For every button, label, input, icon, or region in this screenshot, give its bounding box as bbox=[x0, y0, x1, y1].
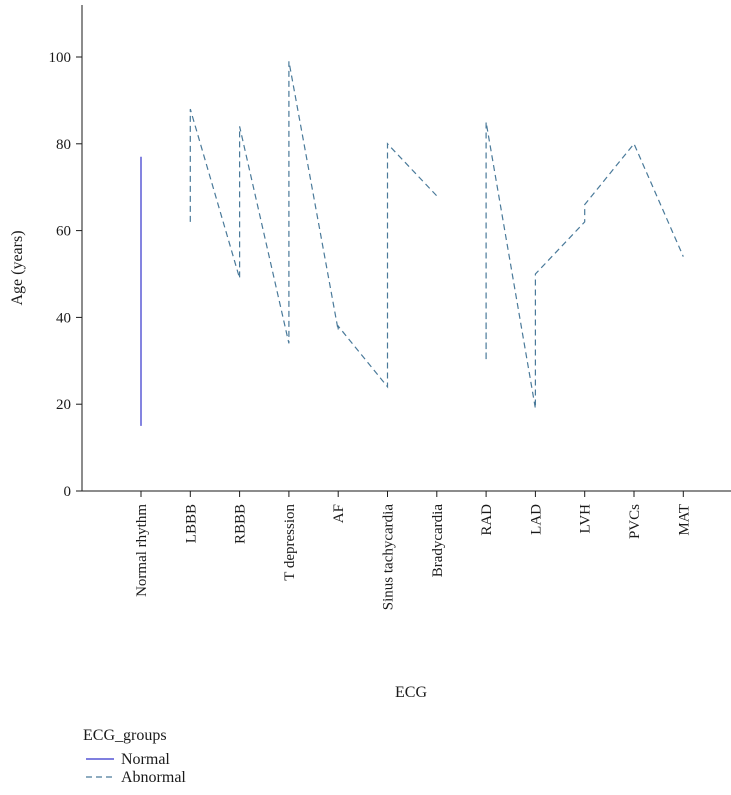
series-line-abnormal bbox=[485, 121, 684, 409]
y-tick-label: 20 bbox=[56, 397, 71, 413]
x-tick-label: AF bbox=[331, 504, 347, 523]
x-tick-label: MAT bbox=[676, 504, 692, 536]
x-tick-label: T depression bbox=[282, 504, 298, 581]
y-tick-label: 60 bbox=[56, 224, 71, 240]
legend-label-abnormal: Abnormal bbox=[121, 769, 186, 786]
x-tick-label: LBBB bbox=[183, 504, 199, 543]
x-tick-label: PVCs bbox=[627, 504, 643, 539]
x-tick-label: LVH bbox=[578, 504, 594, 534]
y-tick-label: 80 bbox=[56, 137, 71, 153]
series-layer bbox=[140, 61, 684, 426]
y-ticks: 0 20 40 60 80 100 bbox=[49, 50, 82, 500]
y-axis-title: Age (years) bbox=[9, 230, 26, 305]
y-tick-label: 100 bbox=[49, 50, 72, 66]
x-tick-label: RBBB bbox=[233, 504, 249, 544]
x-tick-label: Sinus tachycardia bbox=[381, 504, 397, 611]
x-tick-label: RAD bbox=[479, 504, 495, 536]
y-tick-label: 40 bbox=[56, 310, 71, 326]
plot-area: 0 20 40 60 80 100 Normal rhythm LBBB RBBB T depr… bbox=[49, 5, 731, 610]
legend-label-normal: Normal bbox=[121, 751, 170, 768]
y-tick-label: 0 bbox=[64, 484, 72, 500]
x-ticks: Normal rhythm LBBB RBBB T depression AF Sinus… bbox=[134, 491, 692, 610]
legend: ECG_groups Normal Abnormal bbox=[83, 727, 186, 786]
x-tick-label: LAD bbox=[528, 504, 544, 535]
x-tick-label: Bradycardia bbox=[430, 504, 446, 578]
x-axis-title: ECG bbox=[395, 684, 427, 701]
legend-title: ECG_groups bbox=[83, 727, 167, 744]
series-line-abnormal bbox=[189, 61, 438, 389]
x-tick-label: Normal rhythm bbox=[134, 504, 150, 597]
